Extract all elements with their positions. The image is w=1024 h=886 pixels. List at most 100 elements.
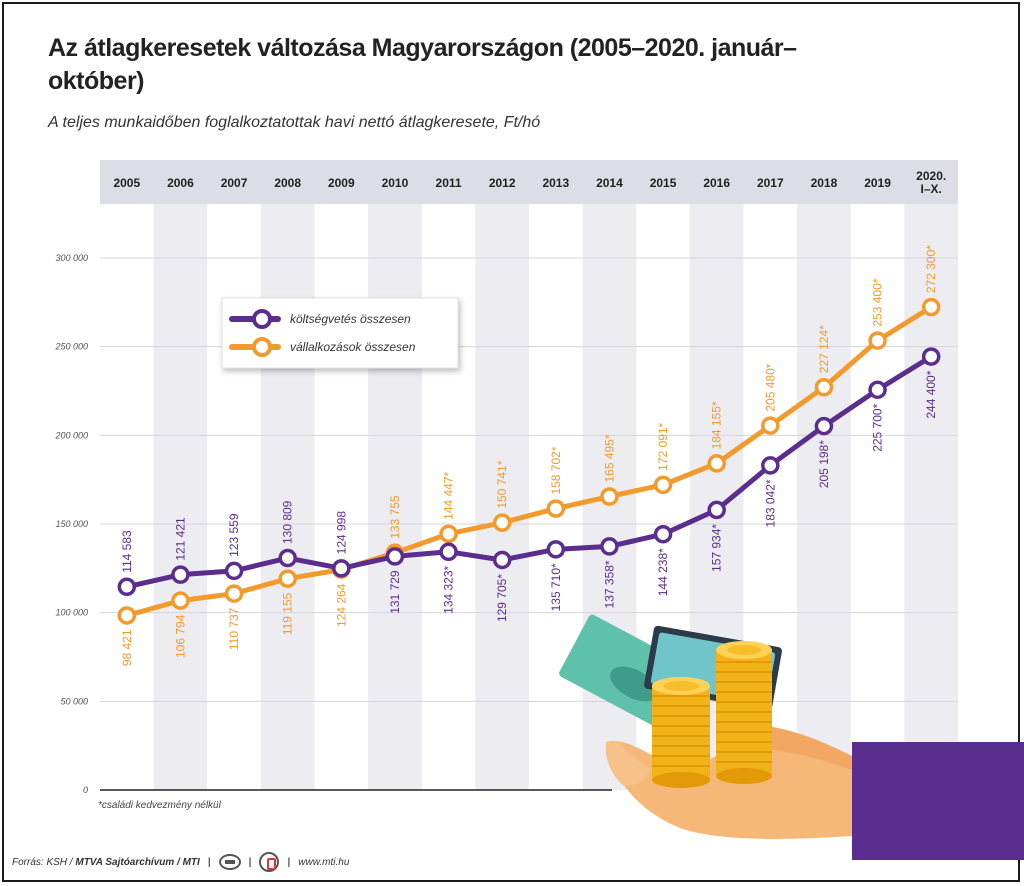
data-point [171, 591, 190, 610]
data-point [171, 565, 190, 584]
x-tick-label: 2014 [596, 176, 623, 190]
series-line-0 [124, 354, 934, 590]
x-tick-label: 2013 [542, 176, 569, 190]
chart-subtitle: A teljes munkaidőben foglalkoztatottak h… [48, 114, 541, 131]
x-tick-label: 2018 [811, 176, 838, 190]
data-label: 119 155 [281, 592, 295, 635]
data-label: 137 358* [602, 560, 616, 608]
column-bands [153, 204, 958, 790]
data-point [492, 513, 512, 532]
footer-url: www.mti.hu [298, 856, 350, 868]
column-band [153, 204, 208, 790]
x-tick-label: 2012 [489, 176, 516, 190]
data-label: 130 809 [281, 500, 295, 544]
y-axis-labels: 0 50 000 100 000 150 000 200 000 250 000 300 0… [54, 253, 88, 795]
data-label: 144 447* [442, 471, 456, 519]
gridlines [100, 257, 958, 702]
footer: Forrás: KSH / MTVA Sajtóarchívum / MTI |… [12, 852, 349, 872]
data-label: 121 421 [173, 517, 187, 561]
data-label: 184 155* [710, 401, 724, 449]
x-tick-label: 2011 [436, 176, 462, 190]
data-label: 165 495* [602, 434, 616, 482]
data-label: 123 559 [227, 513, 241, 557]
data-labels: 114 583 121 421 123 559 130 809 124 998 131 7… [120, 245, 938, 666]
data-label: 157 934* [710, 524, 724, 572]
legend: költségvetés összesen vállalkozások össz… [221, 297, 459, 369]
data-label: 172 091* [656, 422, 670, 470]
y-tick-label: 150 000 [55, 519, 88, 529]
data-point [224, 584, 244, 603]
x-tick-label: 2016 [703, 176, 730, 190]
data-point [707, 454, 726, 473]
data-label: 131 729 [388, 570, 402, 614]
y-tick-label: 250 000 [54, 342, 88, 352]
series-points [117, 297, 941, 625]
coin-stack-right [716, 641, 772, 784]
data-point [814, 416, 834, 436]
column-band [475, 204, 529, 790]
data-point [921, 347, 941, 366]
column-band [797, 204, 851, 790]
data-point [117, 577, 137, 597]
data-point [653, 524, 673, 544]
data-label: 129 705* [495, 574, 509, 622]
data-label: 205 198* [817, 440, 831, 488]
data-point [868, 331, 887, 350]
data-point [600, 487, 619, 506]
legend-label-vallalkozasok: vállalkozások összesen [290, 340, 416, 354]
x-tick-label: 2015 [650, 176, 677, 190]
data-label: 205 480* [763, 363, 777, 411]
y-tick-label: 100 000 [55, 608, 88, 618]
column-band [260, 204, 315, 790]
legend-label-kozszfera: költségvetés összesen [290, 312, 411, 326]
mtva-logo-icon [218, 854, 241, 870]
data-point [814, 377, 834, 397]
coin-stack-left [652, 677, 710, 788]
data-point [278, 548, 297, 568]
data-point [653, 475, 673, 495]
data-point [707, 500, 726, 520]
data-label: 124 998 [334, 511, 348, 555]
data-label: 124 264 [334, 583, 348, 627]
x-tick-label: 2010 [382, 176, 409, 190]
data-point [868, 380, 887, 400]
data-label: 227 124* [817, 325, 831, 373]
data-point [492, 550, 512, 570]
year-header-bar [100, 160, 958, 204]
series-lines [124, 304, 934, 618]
chart-title: Az átlagkeresetek változása Magyarország… [48, 34, 797, 95]
mti-logo-icon [259, 852, 280, 872]
data-label: 225 700* [871, 403, 885, 451]
data-point [546, 540, 566, 559]
data-point [332, 559, 351, 578]
data-label: 133 755 [388, 495, 402, 539]
data-point [224, 561, 244, 581]
x-tick-label: 2009 [328, 176, 355, 190]
y-tick-label: 300 000 [55, 253, 88, 263]
data-label: 135 710* [549, 563, 563, 611]
data-label: 134 323* [442, 565, 456, 613]
data-label: 114 583 [120, 530, 134, 573]
x-tick-label: 2020. I–X. [916, 169, 946, 196]
x-tick-label: 2019 [864, 176, 891, 190]
data-label: 150 741* [495, 460, 509, 508]
x-tick-label: 2005 [113, 176, 140, 190]
x-tick-label: 2008 [274, 176, 301, 190]
data-label: 110 737 [227, 607, 241, 650]
data-point [921, 297, 941, 317]
x-tick-label: 2017 [757, 176, 784, 190]
data-point [546, 499, 566, 518]
data-point [117, 606, 137, 625]
data-point [761, 456, 780, 475]
money-hand-illustration [559, 614, 1024, 860]
x-tick-label: 2007 [221, 176, 248, 190]
x-axis-labels: 2005 2006 2007 2008 2009 2010 2011 2012 2013 2014… [113, 169, 946, 196]
data-label: 253 400* [871, 278, 885, 326]
footer-source: Forrás: KSH / MTVA Sajtóarchívum / MTI [12, 856, 200, 868]
y-tick-label: 50 000 [60, 696, 88, 706]
data-point [600, 537, 619, 556]
data-point [439, 524, 458, 544]
data-label: 272 300* [924, 245, 938, 293]
data-label: 183 042* [763, 479, 777, 527]
